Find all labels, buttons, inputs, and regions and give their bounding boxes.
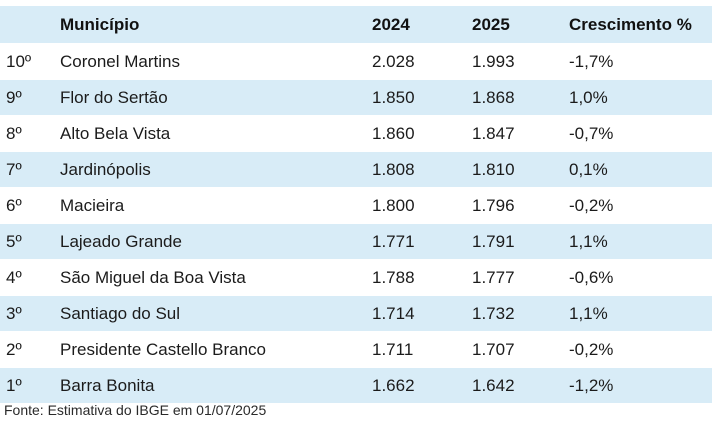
cell-rank: 6º <box>6 195 22 215</box>
cell-municipio: Coronel Martins <box>60 51 180 71</box>
cell-rank: 2º <box>6 339 22 359</box>
table-row: 6º Macieira 1.800 1.796 -0,2% <box>0 187 712 224</box>
table-row: 9º Flor do Sertão 1.850 1.868 1,0% <box>0 79 712 116</box>
cell-municipio: Barra Bonita <box>60 367 372 403</box>
cell-2025: 1.868 <box>472 79 569 116</box>
population-table: Município 2024 2025 Crescimento % 10º Co… <box>0 6 712 403</box>
cell-2025: 1.810 <box>472 151 569 188</box>
cell-municipio: São Miguel da Boa Vista <box>60 267 246 287</box>
header-crescimento: Crescimento % <box>569 6 712 44</box>
cell-2025: 1.791 <box>472 223 569 260</box>
cell-municipio: Lajeado Grande <box>60 223 372 260</box>
cell-2024: 1.711 <box>372 339 414 359</box>
source-note: Fonte: Estimativa do IBGE em 01/07/2025 <box>4 402 267 418</box>
cell-rank: 4º <box>6 267 22 287</box>
cell-2024: 1.714 <box>372 295 472 332</box>
table-body: 10º Coronel Martins 2.028 1.993 -1,7% 9º… <box>0 43 712 403</box>
cell-2024: 1.662 <box>372 367 472 403</box>
cell-municipio: Presidente Castello Branco <box>60 339 267 359</box>
cell-2024: 1.850 <box>372 79 472 116</box>
table-row: 2º Presidente Castello Branco 1.711 1.70… <box>0 331 712 368</box>
cell-crescimento: 1,1% <box>569 295 712 332</box>
cell-2024: 1.788 <box>372 267 415 287</box>
cell-rank: 1º <box>0 367 60 403</box>
header-municipio: Município <box>60 6 372 44</box>
header-2024: 2024 <box>372 6 472 44</box>
cell-2025: 1.732 <box>472 295 569 332</box>
header-2025: 2025 <box>472 6 569 44</box>
cell-rank: 8º <box>6 123 22 143</box>
header-rank <box>0 6 60 44</box>
cell-2025: 1.642 <box>472 367 569 403</box>
table-row: 1º Barra Bonita 1.662 1.642 -1,2% <box>0 367 712 403</box>
cell-crescimento: -1,2% <box>569 367 712 403</box>
cell-municipio: Flor do Sertão <box>60 79 372 116</box>
header-row: Município 2024 2025 Crescimento % <box>0 6 712 44</box>
cell-crescimento: -0,7% <box>569 123 614 143</box>
cell-2025: 1.707 <box>472 339 515 359</box>
cell-crescimento: -1,7% <box>569 51 614 71</box>
cell-crescimento: 1,1% <box>569 223 712 260</box>
cell-2025: 1.847 <box>472 123 515 143</box>
cell-municipio: Macieira <box>60 195 125 215</box>
cell-2024: 1.808 <box>372 151 472 188</box>
cell-crescimento: -0,6% <box>569 267 614 287</box>
cell-2025: 1.796 <box>472 195 515 215</box>
cell-rank: 9º <box>0 79 60 116</box>
cell-2024: 1.860 <box>372 123 415 143</box>
cell-municipio: Santiago do Sul <box>60 295 372 332</box>
cell-rank: 5º <box>0 223 60 260</box>
cell-crescimento: 0,1% <box>569 151 712 188</box>
cell-2024: 2.028 <box>372 51 415 71</box>
cell-municipio: Alto Bela Vista <box>60 123 171 143</box>
cell-2024: 1.771 <box>372 223 472 260</box>
cell-2025: 1.777 <box>472 267 515 287</box>
table-row: 3º Santiago do Sul 1.714 1.732 1,1% <box>0 295 712 332</box>
cell-rank: 10º <box>6 51 32 71</box>
table-row: 5º Lajeado Grande 1.771 1.791 1,1% <box>0 223 712 260</box>
table-row: 10º Coronel Martins 2.028 1.993 -1,7% <box>0 43 712 80</box>
cell-2024: 1.800 <box>372 195 415 215</box>
cell-crescimento: -0,2% <box>569 195 614 215</box>
cell-municipio: Jardinópolis <box>60 151 372 188</box>
cell-crescimento: -0,2% <box>569 339 614 359</box>
table-header: Município 2024 2025 Crescimento % <box>0 6 712 44</box>
cell-rank: 3º <box>0 295 60 332</box>
cell-crescimento: 1,0% <box>569 79 712 116</box>
table-row: 7º Jardinópolis 1.808 1.810 0,1% <box>0 151 712 188</box>
cell-rank: 7º <box>0 151 60 188</box>
table-row: 8º Alto Bela Vista 1.860 1.847 -0,7% <box>0 115 712 152</box>
cell-2025: 1.993 <box>472 51 515 71</box>
table-row: 4º São Miguel da Boa Vista 1.788 1.777 -… <box>0 259 712 296</box>
